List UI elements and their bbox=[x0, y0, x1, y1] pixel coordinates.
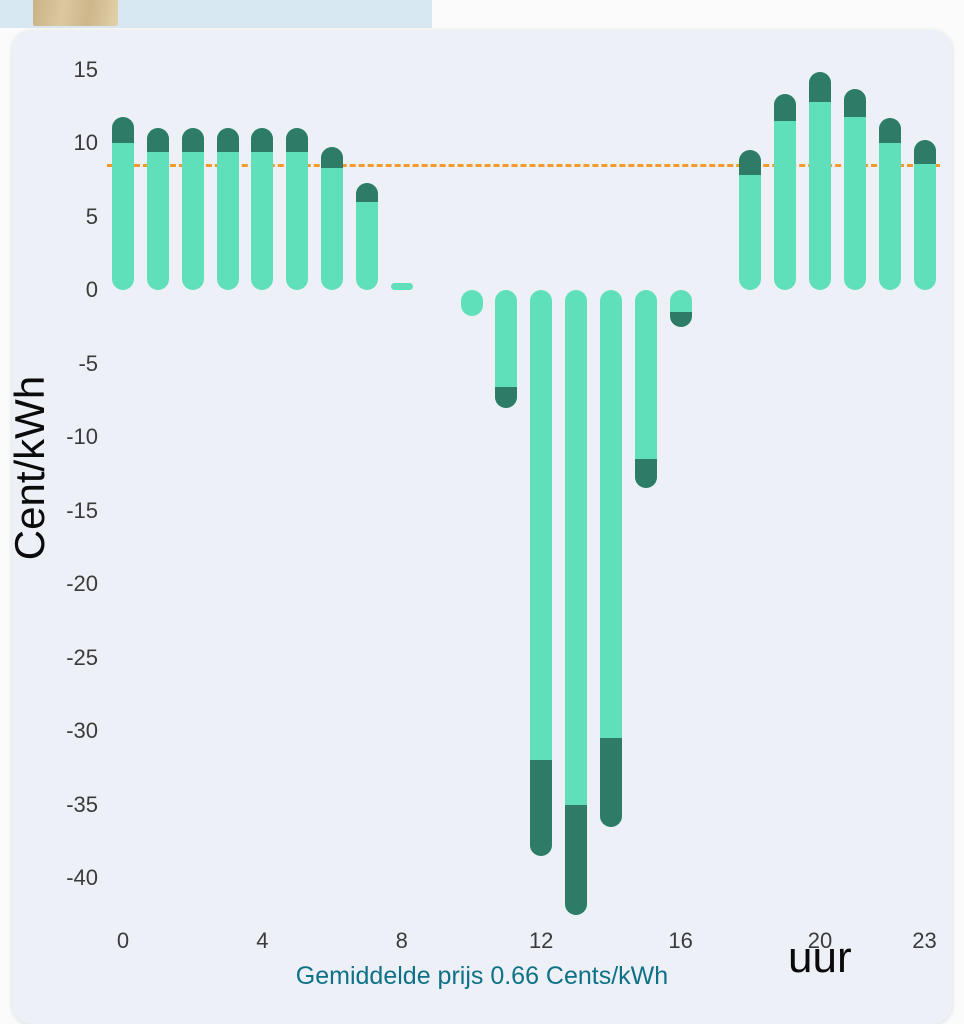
bar-hour-4[interactable] bbox=[251, 128, 274, 290]
bar-dark-cap bbox=[146, 128, 169, 152]
bar-dark-cap bbox=[913, 140, 936, 164]
bar-dark-cap bbox=[634, 459, 657, 489]
y-tick-label: -5 bbox=[78, 350, 98, 376]
bar-dark-cap bbox=[843, 88, 866, 117]
bar-dark-cap bbox=[878, 118, 901, 143]
bar-hour-5[interactable] bbox=[286, 128, 309, 290]
x-tick-label: 4 bbox=[256, 928, 269, 953]
y-tick-label: -10 bbox=[66, 424, 98, 449]
bar-dark-cap bbox=[181, 128, 204, 152]
y-tick-label: -20 bbox=[66, 571, 98, 596]
bar-hour-12[interactable] bbox=[530, 290, 553, 856]
x-tick-label: 12 bbox=[528, 928, 554, 953]
x-tick-label: 23 bbox=[912, 928, 937, 953]
bar-dark-cap bbox=[216, 128, 239, 152]
bar-dark-cap bbox=[809, 72, 831, 102]
top-strip-photo-fragment bbox=[33, 0, 118, 26]
bar-hour-0[interactable] bbox=[112, 116, 134, 290]
bar-hour-2[interactable] bbox=[181, 128, 204, 290]
bar-dark-cap bbox=[565, 804, 588, 915]
average-price-line bbox=[107, 164, 940, 168]
x-tick-label: 20 bbox=[807, 928, 833, 953]
bar-hour-11[interactable] bbox=[495, 290, 518, 408]
bar-dark-cap bbox=[739, 150, 762, 176]
bar-hour-22[interactable] bbox=[878, 118, 901, 290]
bar-dark-cap bbox=[355, 182, 378, 202]
y-tick-label: -35 bbox=[66, 791, 98, 817]
bar-hour-14[interactable] bbox=[599, 290, 622, 827]
bar-dark-cap bbox=[530, 760, 553, 856]
bar-hour-23[interactable] bbox=[913, 140, 936, 290]
y-tick-label: -30 bbox=[66, 718, 98, 743]
x-tick-label: 16 bbox=[668, 928, 693, 953]
bar-hour-15[interactable] bbox=[634, 290, 657, 489]
y-tick-label: -25 bbox=[66, 644, 98, 670]
x-tick-label: 8 bbox=[395, 928, 408, 953]
bar-hour-3[interactable] bbox=[216, 128, 239, 290]
average-price-caption: Gemiddelde prijs 0.66 Cents/kWh bbox=[295, 962, 669, 990]
bar-dark-cap bbox=[321, 147, 344, 168]
x-tick-label: 0 bbox=[116, 928, 130, 953]
bar-hour-19[interactable] bbox=[774, 94, 797, 290]
y-tick-label: -40 bbox=[66, 865, 98, 890]
bar-dark-cap bbox=[669, 312, 692, 327]
y-tick-label: -15 bbox=[66, 497, 98, 523]
bar-hour-18[interactable] bbox=[739, 150, 762, 290]
bar-hour-16[interactable] bbox=[669, 290, 692, 327]
bar-dark-cap bbox=[286, 128, 309, 152]
y-tick-label: 10 bbox=[73, 130, 98, 155]
bar-hour-8[interactable] bbox=[390, 282, 413, 290]
bar-dark-cap bbox=[599, 738, 622, 827]
bar-hour-10[interactable] bbox=[460, 290, 483, 317]
y-axis-title: Cent/kWh bbox=[6, 375, 53, 561]
bar-dark-cap bbox=[112, 116, 134, 143]
bar-hour-1[interactable] bbox=[146, 128, 169, 290]
top-strip bbox=[0, 0, 964, 28]
bar-dark-cap bbox=[774, 94, 797, 121]
y-tick-label: 5 bbox=[85, 203, 98, 229]
bar-hour-20[interactable] bbox=[809, 72, 831, 290]
y-tick-label: 15 bbox=[73, 56, 98, 82]
bar-hour-21[interactable] bbox=[843, 88, 866, 290]
bar-hour-7[interactable] bbox=[355, 182, 378, 290]
bar-hour-6[interactable] bbox=[321, 147, 344, 290]
plot-area: 15 10 5 0 -5 -10 -15 -20 -25 -30 -35 -40 0 4 8 12 16 20 23 bbox=[12, 30, 952, 1024]
chart-card: 15 10 5 0 -5 -10 -15 -20 -25 -30 -35 -40 0 4 8 12 16 20 23… bbox=[6, 30, 952, 1024]
bar-dark-cap bbox=[251, 128, 274, 152]
y-tick-label: 0 bbox=[85, 277, 98, 302]
bar-hour-13[interactable] bbox=[565, 290, 588, 915]
x-axis-title: uur bbox=[788, 933, 852, 982]
bar-dark-cap bbox=[495, 387, 518, 408]
